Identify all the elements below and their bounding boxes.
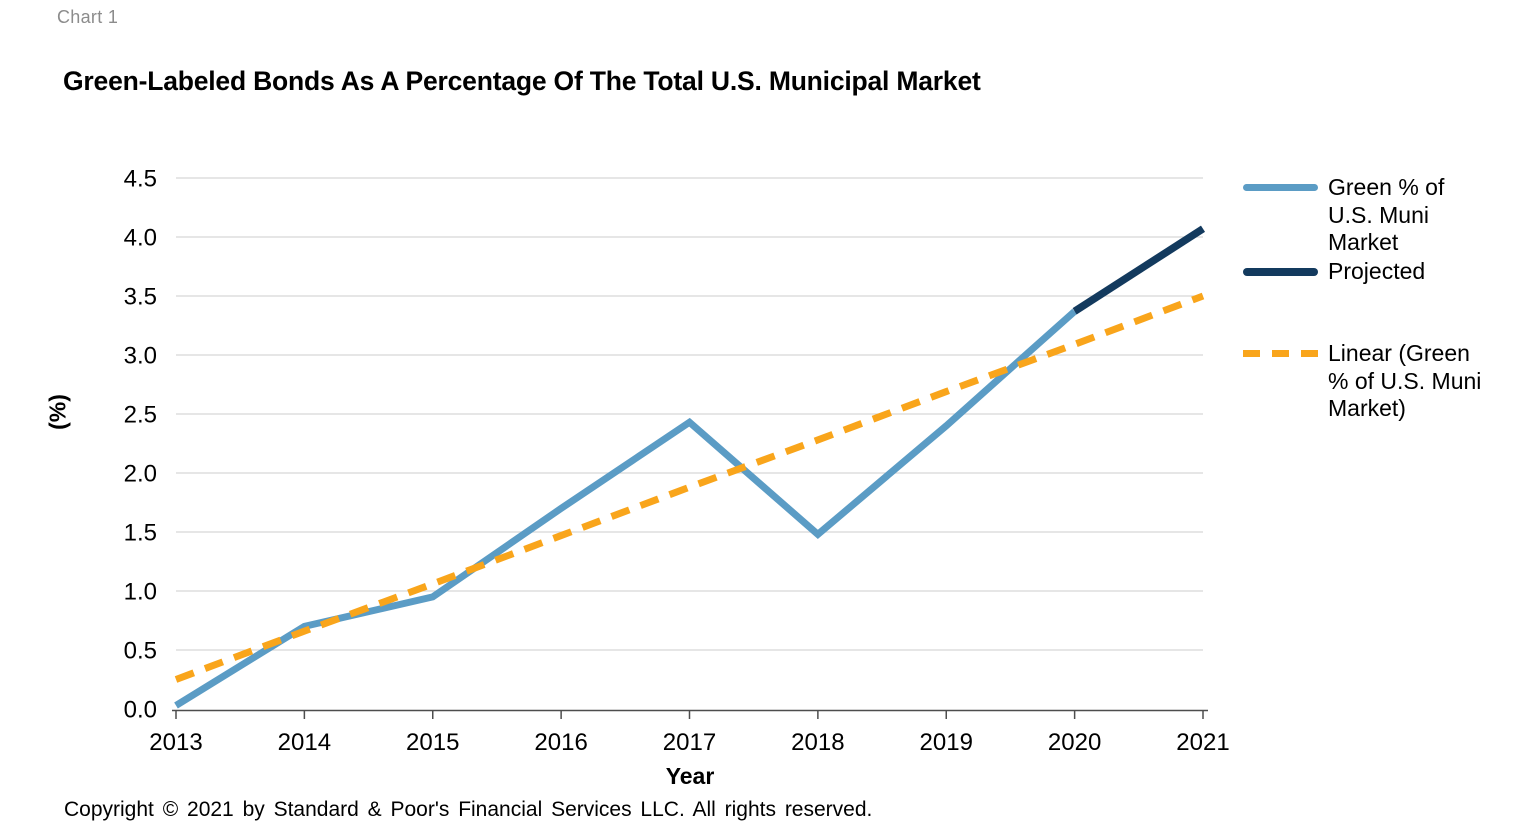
- legend-item-linear-trend: Linear (Green % of U.S. Muni Market): [1243, 340, 1488, 423]
- x-axis-title: Year: [665, 763, 715, 789]
- copyright-text: Copyright © 2021 by Standard & Poor's Fi…: [64, 798, 873, 821]
- legend-item-green-pct: Green % of U.S. Muni Market: [1243, 174, 1488, 257]
- svg-text:2014: 2014: [278, 729, 331, 756]
- svg-text:2019: 2019: [920, 729, 973, 756]
- svg-text:2013: 2013: [149, 729, 202, 756]
- svg-text:0.0: 0.0: [124, 697, 157, 724]
- y-axis-title: (%): [44, 394, 71, 430]
- svg-text:2016: 2016: [534, 729, 587, 756]
- svg-text:0.5: 0.5: [124, 638, 157, 665]
- svg-text:2017: 2017: [663, 729, 716, 756]
- svg-text:2.0: 2.0: [124, 461, 157, 488]
- chart-number-label: Chart 1: [57, 7, 119, 27]
- svg-text:2018: 2018: [791, 729, 844, 756]
- chart-legend: Green % of U.S. Muni Market Projected Li…: [1243, 174, 1488, 424]
- svg-text:1.5: 1.5: [124, 520, 157, 547]
- svg-text:4.0: 4.0: [124, 225, 157, 252]
- svg-text:3.0: 3.0: [124, 343, 157, 370]
- svg-text:4.5: 4.5: [124, 166, 157, 193]
- legend-label-linear-trend: Linear (Green % of U.S. Muni Market): [1328, 340, 1482, 421]
- page-title: Green-Labeled Bonds As A Percentage Of T…: [63, 66, 981, 96]
- svg-text:2.5: 2.5: [124, 402, 157, 429]
- legend-line-sample-green-pct-icon: [1243, 184, 1318, 191]
- svg-text:2021: 2021: [1176, 729, 1229, 756]
- svg-text:2015: 2015: [406, 729, 459, 756]
- svg-text:3.5: 3.5: [124, 284, 157, 311]
- legend-label-projected: Projected: [1328, 257, 1426, 284]
- legend-line-sample-linear-trend-icon: [1243, 350, 1318, 357]
- legend-line-sample-projected-icon: [1243, 267, 1318, 276]
- svg-text:1.0: 1.0: [124, 579, 157, 606]
- svg-text:2020: 2020: [1048, 729, 1101, 756]
- legend-item-projected: Projected: [1243, 258, 1488, 286]
- legend-label-green-pct: Green % of U.S. Muni Market: [1328, 174, 1445, 255]
